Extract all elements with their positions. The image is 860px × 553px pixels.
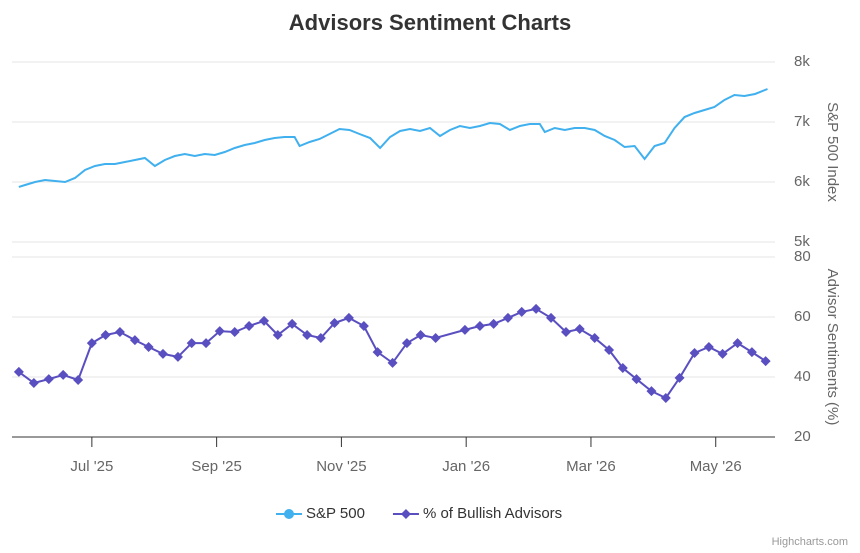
point xyxy=(760,356,771,367)
y-tick-label: 60 xyxy=(794,308,811,325)
point xyxy=(732,338,743,349)
point xyxy=(589,333,600,343)
chart-title: Advisors Sentiment Charts xyxy=(289,10,571,35)
legend-label: % of Bullish Advisors xyxy=(423,505,562,522)
x-tick-label: Jan '26 xyxy=(442,458,490,475)
point xyxy=(574,324,585,334)
point xyxy=(329,318,340,328)
point xyxy=(114,327,125,337)
point xyxy=(287,318,298,329)
y-tick-label: 20 xyxy=(794,428,811,445)
point xyxy=(315,333,326,343)
series-line xyxy=(18,88,768,188)
point xyxy=(58,369,69,380)
point xyxy=(459,324,470,335)
point xyxy=(358,321,369,331)
point xyxy=(186,338,197,349)
point xyxy=(488,318,499,329)
legend-marker xyxy=(284,509,294,519)
y-tick-label: 8k xyxy=(794,53,810,70)
point xyxy=(604,345,615,355)
point xyxy=(674,372,685,383)
point xyxy=(214,326,225,337)
point xyxy=(474,321,485,331)
point xyxy=(272,330,283,340)
point xyxy=(689,348,700,358)
point xyxy=(43,374,54,385)
legend-marker xyxy=(400,509,411,519)
point xyxy=(143,342,154,352)
point xyxy=(343,312,354,323)
point xyxy=(660,393,671,403)
point xyxy=(516,306,527,317)
point xyxy=(129,335,140,346)
point xyxy=(717,348,728,359)
point xyxy=(100,330,111,340)
point xyxy=(561,327,572,337)
point xyxy=(703,342,714,352)
y-tick-label: 7k xyxy=(794,113,810,130)
y-tick-label: 5k xyxy=(794,233,810,250)
point xyxy=(646,386,657,397)
point xyxy=(172,351,183,362)
x-tick-label: May '26 xyxy=(690,458,742,475)
point xyxy=(401,338,412,349)
point xyxy=(244,321,255,331)
y2-axis-title: Advisor Sentiments (%) xyxy=(824,269,841,426)
point xyxy=(28,378,39,388)
series-line xyxy=(18,307,767,400)
y-tick-label: 6k xyxy=(794,173,810,190)
y-tick-label: 40 xyxy=(794,368,811,385)
point xyxy=(617,363,628,373)
point xyxy=(302,330,313,340)
credits: Highcharts.com xyxy=(772,536,848,548)
point xyxy=(259,315,270,326)
y-axis-title: S&P 500 Index xyxy=(824,102,841,202)
point xyxy=(201,338,212,349)
point xyxy=(86,338,97,349)
point xyxy=(13,366,24,377)
x-tick-label: Nov '25 xyxy=(316,458,366,475)
point xyxy=(430,333,441,343)
y-tick-label: 80 xyxy=(794,248,811,265)
point xyxy=(502,312,513,323)
x-tick-label: Jul '25 xyxy=(70,458,113,475)
point xyxy=(229,327,240,337)
point xyxy=(73,375,84,385)
x-tick-label: Mar '26 xyxy=(566,458,616,475)
x-tick-label: Sep '25 xyxy=(191,458,241,475)
point xyxy=(746,347,757,358)
point xyxy=(531,303,542,314)
point xyxy=(546,312,557,323)
legend-label: S&P 500 xyxy=(306,505,365,522)
point xyxy=(372,347,383,358)
point xyxy=(157,348,168,359)
point xyxy=(387,357,398,368)
point xyxy=(415,330,426,340)
point xyxy=(631,374,642,385)
